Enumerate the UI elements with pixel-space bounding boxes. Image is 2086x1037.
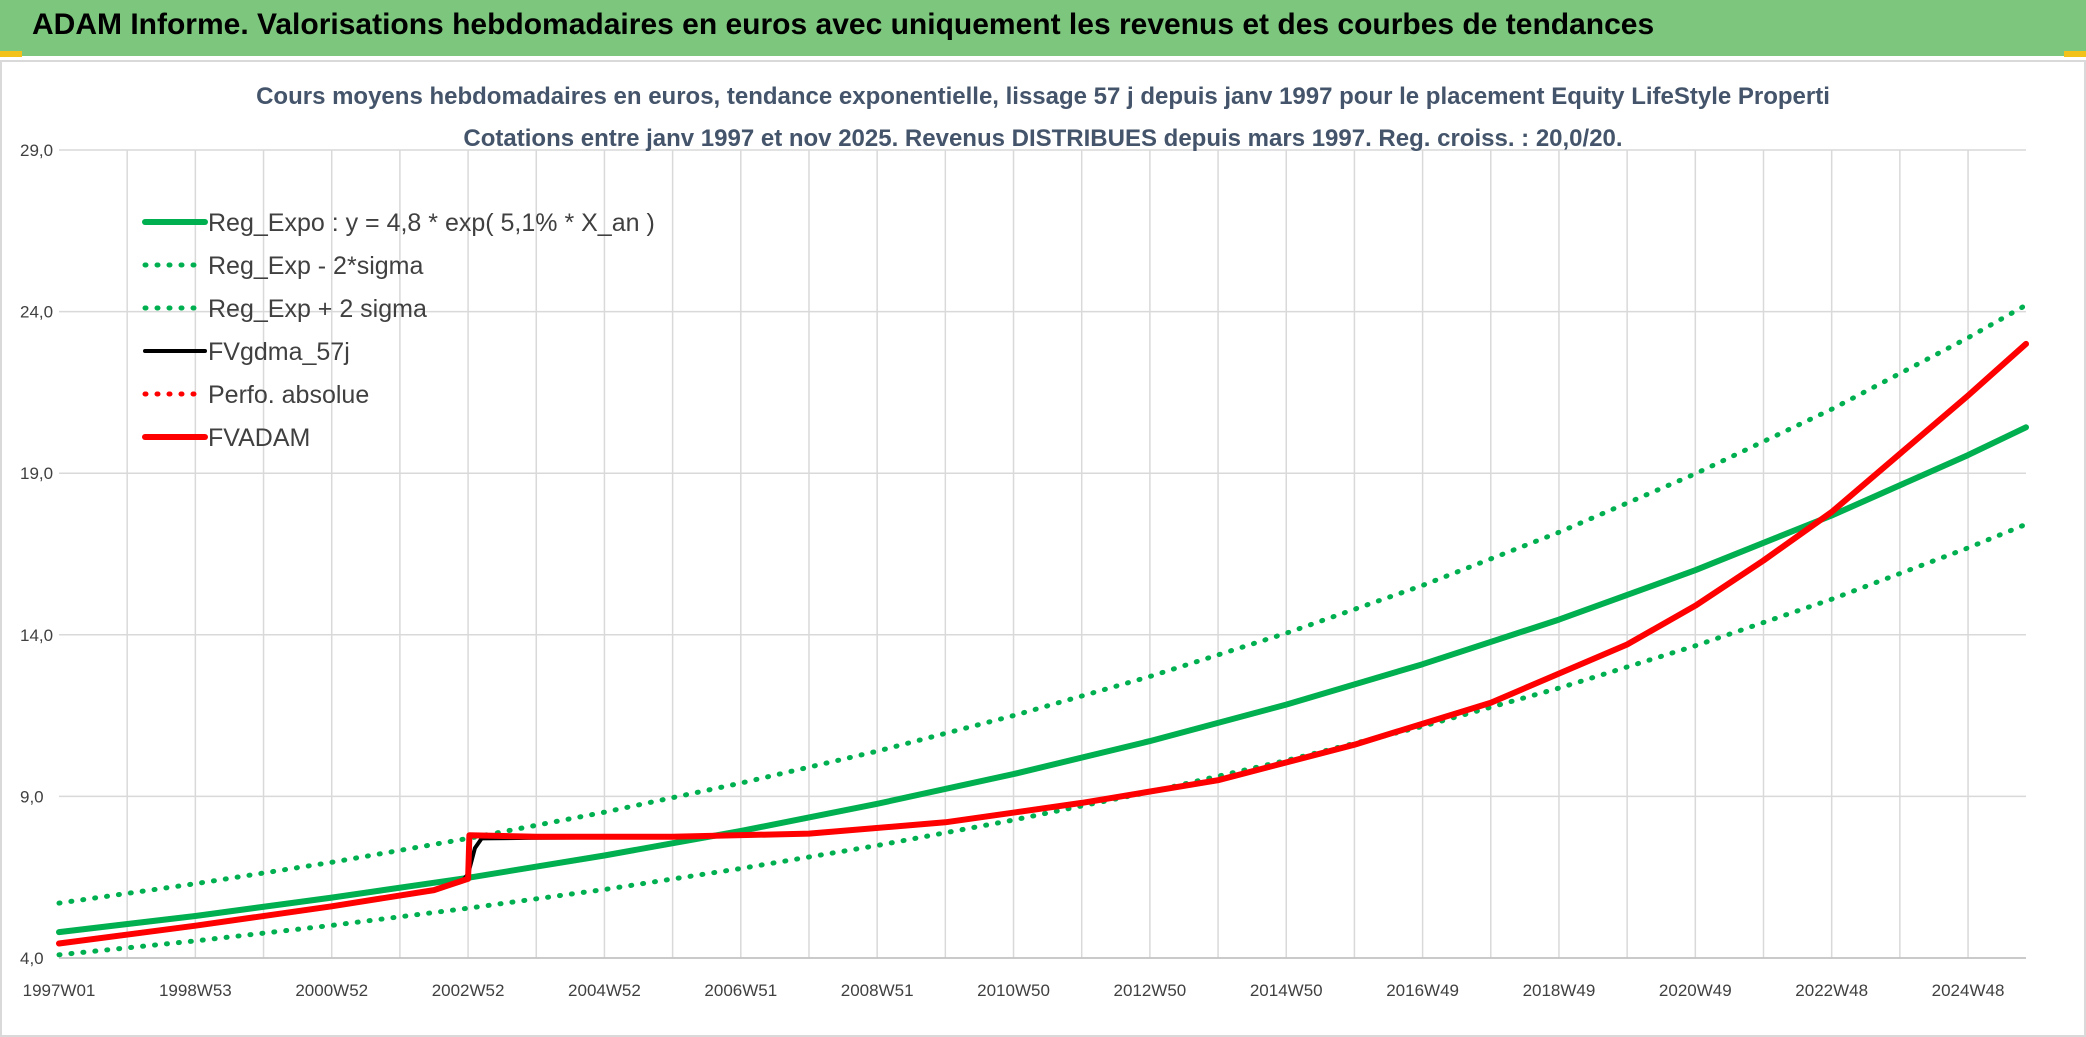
corner-mark-left xyxy=(0,51,22,57)
x-tick-label: 2012W50 xyxy=(1113,981,1186,1000)
legend-label: Reg_Expo : y = 4,8 * exp( 5,1% * X_an ) xyxy=(208,209,655,237)
x-axis-ticks: 1997W01 1998W53 2000W52 2002W52 2004W52 2006W… xyxy=(23,981,2005,1000)
x-tick-label: 2000W52 xyxy=(295,981,368,1000)
page-title: ADAM Informe. Valorisations hebdomadaire… xyxy=(32,8,1655,41)
chart-title: Cours moyens hebdomadaires en euros, ten… xyxy=(256,83,1830,110)
y-axis-ticks: 4,0 9,0 14,0 19,0 24,0 29,0 xyxy=(20,141,53,968)
x-tick-label: 2014W50 xyxy=(1250,981,1323,1000)
y-tick-label: 19,0 xyxy=(20,464,53,483)
legend-label: Perfo. absolue xyxy=(208,381,369,409)
series-line-0 xyxy=(56,424,2029,936)
corner-mark-right xyxy=(2064,51,2086,57)
legend-label: Reg_Exp + 2 sigma xyxy=(208,295,427,323)
y-tick-label: 29,0 xyxy=(20,141,53,160)
x-tick-label: 1997W01 xyxy=(23,981,96,1000)
x-tick-label: 2008W51 xyxy=(841,981,914,1000)
chart-frame: Cours moyens hebdomadaires en euros, ten… xyxy=(0,60,2086,1037)
x-tick-label: 1998W53 xyxy=(159,981,232,1000)
y-tick-label: 24,0 xyxy=(20,303,53,322)
series-line-5 xyxy=(56,340,2029,947)
y-tick-label: 4,0 xyxy=(20,949,44,968)
x-tick-label: 2016W49 xyxy=(1386,981,1459,1000)
series-line-2 xyxy=(56,302,2029,906)
legend: Reg_Expo : y = 4,8 * exp( 5,1% * X_an ) R… xyxy=(142,209,655,452)
y-tick-label: 9,0 xyxy=(20,787,44,806)
x-tick-label: 2004W52 xyxy=(568,981,641,1000)
x-tick-label: 2018W49 xyxy=(1523,981,1596,1000)
series-line-1 xyxy=(56,521,2029,958)
series-layer xyxy=(56,302,2029,958)
x-tick-label: 2010W50 xyxy=(977,981,1050,1000)
y-tick-label: 14,0 xyxy=(20,626,53,645)
legend-label: Reg_Exp - 2*sigma xyxy=(208,252,423,280)
x-tick-label: 2020W49 xyxy=(1659,981,1732,1000)
legend-label: FVgdma_57j xyxy=(208,338,350,366)
x-tick-label: 2002W52 xyxy=(432,981,505,1000)
chart-border xyxy=(0,60,2086,1037)
x-tick-label: 2024W48 xyxy=(1932,981,2005,1000)
x-tick-label: 2022W48 xyxy=(1795,981,1868,1000)
x-tick-label: 2006W51 xyxy=(704,981,777,1000)
chart-subtitle: Cotations entre janv 1997 et nov 2025. R… xyxy=(463,125,1622,152)
header-banner: ADAM Informe. Valorisations hebdomadaire… xyxy=(0,0,2086,56)
legend-label: FVADAM xyxy=(208,424,310,452)
grid-layer xyxy=(59,149,2026,959)
chart-svg: Cours moyens hebdomadaires en euros, ten… xyxy=(0,60,2086,1037)
